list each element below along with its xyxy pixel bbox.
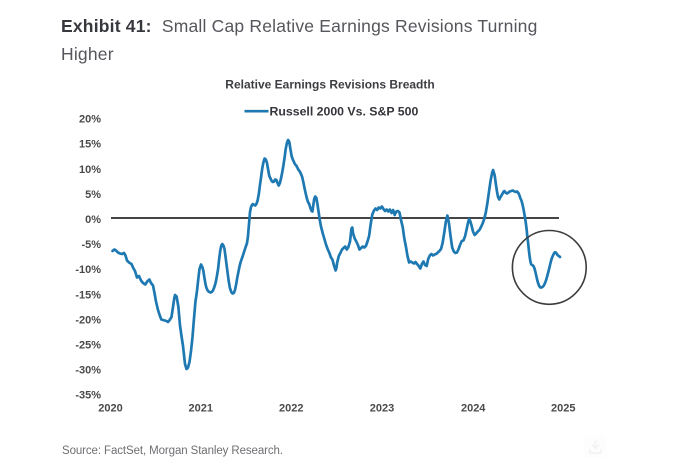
svg-text:2021: 2021 — [189, 403, 213, 415]
svg-text:2023: 2023 — [370, 403, 394, 415]
svg-text:-30%: -30% — [75, 365, 101, 377]
svg-text:Russell 2000 Vs. S&P 500: Russell 2000 Vs. S&P 500 — [270, 104, 419, 118]
svg-text:-25%: -25% — [75, 340, 101, 352]
svg-text:2024: 2024 — [461, 403, 486, 415]
svg-text:2025: 2025 — [551, 403, 575, 415]
svg-text:-15%: -15% — [75, 289, 101, 301]
svg-text:Relative Earnings Revisions Br: Relative Earnings Revisions Breadth — [225, 78, 434, 92]
svg-text:20%: 20% — [79, 114, 101, 126]
svg-text:2020: 2020 — [98, 403, 122, 415]
svg-text:5%: 5% — [85, 189, 101, 201]
svg-text:-20%: -20% — [75, 314, 101, 326]
svg-text:2022: 2022 — [279, 403, 303, 415]
svg-text:10%: 10% — [79, 164, 101, 176]
svg-text:-10%: -10% — [75, 264, 101, 276]
svg-text:15%: 15% — [79, 139, 101, 151]
svg-text:-5%: -5% — [81, 239, 101, 251]
svg-text:-35%: -35% — [75, 390, 101, 402]
svg-text:0%: 0% — [85, 214, 101, 226]
